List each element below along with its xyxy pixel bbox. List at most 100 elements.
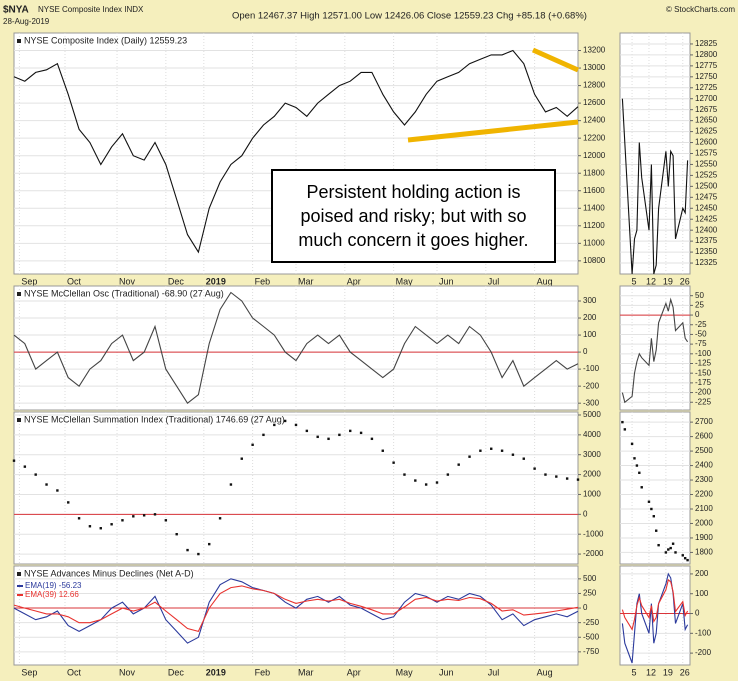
trend-line [531, 47, 580, 73]
dot [565, 477, 569, 480]
y-tick-label: 2600 [695, 432, 713, 441]
dot [650, 507, 653, 511]
y-tick-label: 50 [695, 291, 704, 300]
y-tick-label: 13000 [583, 63, 606, 72]
y-tick-label: 200 [583, 313, 597, 322]
dot [77, 517, 81, 520]
y-tick-label: 12350 [695, 247, 718, 256]
y-tick-label: 300 [583, 296, 597, 305]
y-tick-label: -75 [695, 339, 707, 348]
panel-title: NYSE Advances Minus Declines (Net A-D) [24, 568, 194, 578]
x-tick-label: Aug [537, 667, 553, 677]
y-tick-label: 12800 [695, 50, 718, 59]
y-tick-label: -1000 [583, 529, 604, 538]
y-tick-label: 12550 [695, 160, 718, 169]
x-tick-label: Nov [119, 276, 136, 286]
x-tick-label: Sep [21, 667, 37, 677]
x-tick-label: 2019 [206, 276, 226, 286]
dot [446, 473, 450, 476]
dot [638, 471, 641, 474]
y-tick-label: 12525 [695, 171, 718, 180]
dot [316, 435, 319, 439]
y-tick-label: 1900 [695, 533, 713, 542]
dot [392, 461, 395, 464]
x-tick-label: May [396, 667, 414, 677]
y-tick-label: -175 [695, 378, 712, 387]
dot [99, 527, 102, 530]
y-tick-label: 12325 [695, 258, 718, 267]
y-tick-label: -250 [583, 618, 600, 627]
series-line [13, 49, 579, 254]
index-name: NYSE Composite Index INDX [38, 5, 144, 14]
dot [457, 463, 460, 466]
series-line [13, 585, 579, 633]
y-tick-label: 11000 [583, 238, 605, 247]
dot [633, 457, 636, 460]
credit: © StockCharts.com [666, 5, 735, 14]
x-tick-label: 12 [646, 667, 656, 677]
dot [621, 420, 624, 424]
dot [667, 548, 670, 551]
dot [305, 429, 309, 433]
dot [664, 551, 668, 554]
quote: Open 12467.37 High 12571.00 Low 12426.06… [232, 11, 587, 22]
x-tick-label: 12 [646, 276, 656, 286]
dot [533, 467, 536, 470]
symbol: $NYA [3, 5, 29, 16]
dot [327, 437, 330, 441]
x-tick-label: Jun [439, 667, 454, 677]
dot [683, 557, 687, 560]
dot [12, 459, 16, 462]
series-line [621, 572, 689, 664]
dot [468, 455, 471, 458]
y-tick-label: 12450 [695, 203, 718, 212]
y-tick-label: -100 [695, 349, 712, 358]
trend-line [407, 119, 579, 143]
x-tick-label: 26 [680, 667, 690, 677]
y-tick-label: 12000 [583, 151, 606, 160]
y-tick-label: 12400 [695, 225, 718, 234]
dot [240, 457, 243, 460]
dot [576, 478, 580, 481]
dot [251, 443, 254, 446]
panel: -2000 -1000 0 1000 2000 3000 4000 5000 NYSE McCl… [12, 410, 604, 565]
dot [370, 437, 374, 441]
panel-title: NYSE McClellan Summation Index (Traditio… [24, 414, 285, 424]
panel: Sep Oct Nov Dec 2019 Feb Mar Apr May Jun Jul Aug -75… [13, 565, 600, 677]
dot [359, 431, 363, 435]
dot [544, 473, 547, 476]
y-tick-label: -50 [695, 330, 707, 339]
title-marker [17, 572, 21, 576]
x-tick-label: Mar [298, 276, 314, 286]
y-tick-label: 11200 [583, 221, 605, 230]
dot [197, 552, 200, 556]
dot [34, 473, 37, 476]
dot [674, 551, 677, 554]
dot [208, 542, 211, 546]
x-tick-label: Jul [488, 276, 500, 286]
y-tick-label: 250 [583, 589, 597, 598]
y-tick-label: 12825 [695, 39, 718, 48]
x-tick-label: Feb [255, 667, 271, 677]
dot [647, 500, 651, 503]
y-tick-label: 0 [583, 347, 588, 356]
dot [283, 419, 287, 423]
y-tick-label: 11800 [583, 168, 605, 177]
dot [349, 429, 352, 433]
x-tick-label: May [396, 276, 414, 286]
y-tick-label: -125 [695, 359, 712, 368]
panel: -300 -200 -100 0 100 200 300 NYSE McClellan Osc… [13, 285, 600, 411]
panel-title: NYSE McClellan Osc (Traditional) -68.90 … [24, 288, 224, 298]
y-tick-label: 0 [695, 310, 700, 319]
y-tick-label: 12600 [695, 138, 718, 147]
legend-label: EMA(39) 12.66 [25, 590, 79, 599]
x-tick-label: Aug [537, 276, 553, 286]
x-tick-label: Apr [347, 276, 361, 286]
x-tick-label: Mar [298, 667, 314, 677]
dot [671, 542, 675, 545]
y-tick-label: 12475 [695, 192, 718, 201]
x-tick-label: Nov [119, 667, 136, 677]
x-tick-label: Dec [168, 276, 185, 286]
x-tick-label: Oct [67, 667, 82, 677]
